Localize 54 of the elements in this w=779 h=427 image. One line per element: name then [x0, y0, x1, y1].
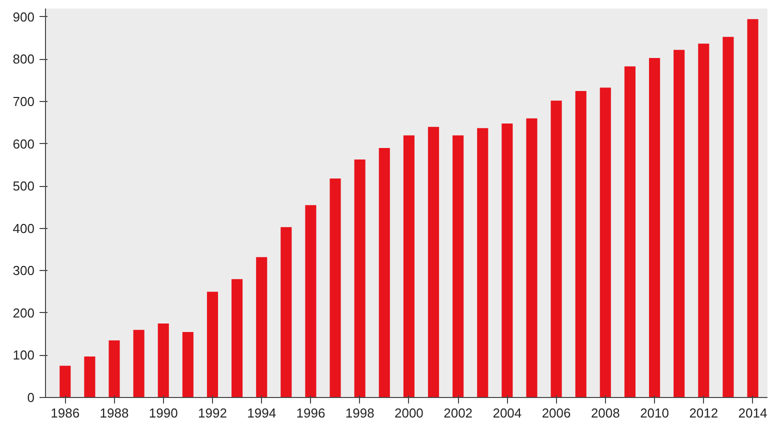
bar: [477, 128, 488, 398]
bar: [84, 356, 96, 398]
y-tick-label: 400: [12, 220, 35, 236]
bar: [502, 124, 513, 398]
x-tick-label: 2010: [640, 406, 669, 420]
bar: [526, 118, 538, 398]
x-tick-label: 2002: [444, 406, 473, 420]
bar: [256, 257, 268, 398]
bar: [330, 178, 341, 398]
y-tick-label: 500: [12, 178, 35, 194]
y-tick-label: 300: [12, 263, 35, 278]
x-tick-label: 2014: [738, 406, 768, 420]
bar: [305, 205, 316, 398]
bar: [182, 332, 194, 398]
bar: [280, 227, 292, 398]
bar: [60, 366, 71, 398]
bar: [747, 19, 758, 398]
bar: [378, 148, 390, 398]
x-tick-label: 2006: [542, 406, 571, 420]
bar: [452, 135, 464, 398]
bar: [649, 58, 660, 398]
bar: [206, 292, 218, 398]
bar: [133, 330, 144, 398]
bar: [158, 324, 169, 398]
x-tick-label: 2000: [394, 406, 424, 420]
y-tick-label: 600: [12, 136, 35, 152]
x-tick-label: 1996: [296, 406, 326, 420]
bar: [403, 135, 414, 398]
bar: [698, 44, 710, 398]
bar: [232, 279, 243, 398]
bar: [575, 90, 586, 398]
x-tick-label: 2008: [590, 406, 620, 420]
x-tick-label: 1994: [247, 406, 276, 420]
bar: [550, 100, 562, 398]
bar: [624, 66, 636, 398]
x-tick-label: 1988: [100, 406, 129, 420]
bar: [428, 126, 440, 398]
x-tick-label: 2012: [689, 406, 718, 420]
y-tick-label: 200: [12, 305, 35, 320]
y-tick-label: 900: [12, 9, 35, 24]
x-tick-label: 2004: [492, 406, 522, 420]
y-tick-label: 0: [27, 390, 35, 405]
bar: [354, 159, 366, 398]
bar: [674, 50, 685, 398]
bar: [108, 340, 120, 398]
bar: [722, 36, 734, 398]
y-tick-label: 700: [12, 94, 35, 110]
x-tick-label: 1990: [148, 406, 178, 420]
x-tick-label: 1986: [50, 406, 80, 420]
bar: [600, 88, 611, 398]
x-tick-label: 1992: [198, 406, 227, 420]
y-tick-label: 800: [12, 52, 35, 67]
x-tick-label: 1998: [345, 406, 374, 420]
y-tick-label: 100: [12, 348, 35, 363]
